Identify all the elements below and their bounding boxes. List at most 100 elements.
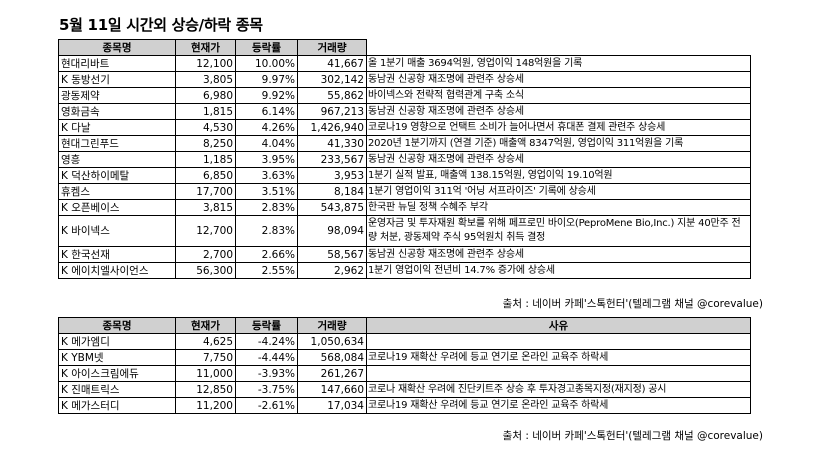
price-cell: 1,185: [175, 151, 236, 168]
table-row: K 아이스크림에듀 11,000 -3.93% 261,267: [58, 365, 751, 382]
table-row: 현대그린푸드 8,250 4.04% 41,330 2020년 1분기까지 (연결 기준…: [58, 135, 751, 152]
stock-name-cell: 휴켐스: [58, 183, 176, 200]
table-row: K 바이넥스 12,700 2.83% 98,094 운영자금 및 투자재원 확보를 위…: [58, 215, 751, 247]
reason-cell: 바이넥스와 전략적 협력관계 구축 소식: [366, 87, 751, 104]
rate-cell: -4.24%: [235, 333, 298, 350]
rate-cell: -2.61%: [235, 397, 298, 414]
rate-cell: 2.83%: [235, 199, 298, 216]
volume-cell: 302,142: [297, 71, 367, 88]
volume-cell: 58,567: [297, 246, 367, 263]
price-cell: 11,200: [175, 397, 236, 414]
rate-cell: -4.44%: [235, 349, 298, 366]
table-row: K 에이치엘사이언스 56,300 2.55% 2,962 1분기 영업이익 전년비 1…: [58, 262, 751, 279]
rising-stocks-table: 종목명 현재가 등락률 거래량 현대리바트 12,100 10.00% 41,667 올…: [58, 39, 751, 279]
stock-name-cell: 현대리바트: [58, 55, 176, 72]
reason-cell: 2020년 1분기까지 (연결 기준) 매출액 8347억원, 영업이익 311…: [366, 135, 751, 152]
header-reason: 사유: [366, 317, 751, 334]
rate-cell: 3.51%: [235, 183, 298, 200]
source-note: 출처 : 네이버 카페'스톡헌터'(텔레그램 채널 @corevalue): [502, 298, 763, 310]
reason-cell: 운영자금 및 투자재원 확보를 위해 페프로민 바이오(PeproMene Bi…: [366, 215, 751, 247]
header-name: 종목명: [58, 317, 176, 334]
price-cell: 2,700: [175, 246, 236, 263]
stock-name-cell: K 바이넥스: [58, 215, 176, 247]
reason-cell: 한국판 뉴딜 정책 수혜주 부각: [366, 199, 751, 216]
rate-cell: 3.63%: [235, 167, 298, 184]
source-note: 출처 : 네이버 카페'스톡헌터'(텔레그램 채널 @corevalue): [502, 430, 763, 442]
price-cell: 1,815: [175, 103, 236, 120]
price-cell: 3,805: [175, 71, 236, 88]
price-cell: 6,980: [175, 87, 236, 104]
stock-name-cell: K 오픈베이스: [58, 199, 176, 216]
table-row: K 진매트릭스 12,850 -3.75% 147,660 코로나 재확산 우려에 진단…: [58, 381, 751, 398]
stock-name-cell: 영흥: [58, 151, 176, 168]
price-cell: 17,700: [175, 183, 236, 200]
volume-cell: 8,184: [297, 183, 367, 200]
page-title: 5월 11일 시간외 상승/하락 종목: [59, 16, 263, 34]
volume-cell: 41,330: [297, 135, 367, 152]
reason-cell: 코로나19 재확산 우려에 등교 연기로 온라인 교육주 하락세: [366, 349, 751, 366]
stock-name-cell: K 메가스터디: [58, 397, 176, 414]
header-price: 현재가: [175, 317, 236, 334]
price-cell: 12,100: [175, 55, 236, 72]
stock-name-cell: 현대그린푸드: [58, 135, 176, 152]
table-row: 영흥 1,185 3.95% 233,567 동남권 신공항 재조명에 관련주 상승세: [58, 151, 751, 168]
table-header-row: 종목명 현재가 등락률 거래량: [58, 39, 751, 56]
price-cell: 56,300: [175, 262, 236, 279]
rate-cell: -3.93%: [235, 365, 298, 382]
reason-cell: 1분기 영업이익 311억 '어닝 서프라이즈' 기록에 상승세: [366, 183, 751, 200]
table-row: K 다날 4,530 4.26% 1,426,940 코로나19 영향으로 언택트 소비…: [58, 119, 751, 136]
header-price: 현재가: [175, 39, 236, 56]
stock-name-cell: K 에이치엘사이언스: [58, 262, 176, 279]
table-row: K 덕산하이메탈 6,850 3.63% 3,953 1분기 실적 발표, 매출액 13…: [58, 167, 751, 184]
reason-cell: 동남권 신공항 재조명에 관련주 상승세: [366, 151, 751, 168]
volume-cell: 233,567: [297, 151, 367, 168]
stock-name-cell: K 진매트릭스: [58, 381, 176, 398]
rate-cell: -3.75%: [235, 381, 298, 398]
volume-cell: 568,084: [297, 349, 367, 366]
volume-cell: 3,953: [297, 167, 367, 184]
rate-cell: 6.14%: [235, 103, 298, 120]
price-cell: 4,625: [175, 333, 236, 350]
volume-cell: 98,094: [297, 215, 367, 247]
stock-name-cell: K 덕산하이메탈: [58, 167, 176, 184]
table-row: 현대리바트 12,100 10.00% 41,667 올 1분기 매출 3694억원, …: [58, 55, 751, 72]
volume-cell: 261,267: [297, 365, 367, 382]
header-rate: 등락률: [235, 317, 298, 334]
volume-cell: 543,875: [297, 199, 367, 216]
header-name: 종목명: [58, 39, 176, 56]
reason-cell: 코로나 재확산 우려에 진단키트주 상승 후 투자경고종목지정(재지정) 공시: [366, 381, 751, 398]
rate-cell: 3.95%: [235, 151, 298, 168]
header-volume: 거래량: [297, 317, 367, 334]
table-row: 광동제약 6,980 9.92% 55,862 바이넥스와 전략적 협력관계 구축 소식: [58, 87, 751, 104]
table-row: K 오픈베이스 3,815 2.83% 543,875 한국판 뉴딜 정책 수혜주 부각: [58, 199, 751, 216]
price-cell: 12,700: [175, 215, 236, 247]
reason-cell: 코로나19 재확산 우려에 등교 연기로 온라인 교육주 하락세: [366, 397, 751, 414]
volume-cell: 967,213: [297, 103, 367, 120]
reason-cell: 1분기 영업이익 전년비 14.7% 증가에 상승세: [366, 262, 751, 279]
rate-cell: 2.55%: [235, 262, 298, 279]
stock-name-cell: K 동방선기: [58, 71, 176, 88]
table-header-row: 종목명 현재가 등락률 거래량 사유: [58, 317, 751, 334]
rate-cell: 9.97%: [235, 71, 298, 88]
price-cell: 11,000: [175, 365, 236, 382]
reason-cell: 동남권 신공항 재조명에 관련주 상승세: [366, 246, 751, 263]
reason-cell: 동남권 신공항 재조명에 관련주 상승세: [366, 71, 751, 88]
reason-cell: 코로나19 영향으로 언택트 소비가 늘어나면서 휴대폰 결제 관련주 상승세: [366, 119, 751, 136]
stock-name-cell: K 아이스크림에듀: [58, 365, 176, 382]
rate-cell: 9.92%: [235, 87, 298, 104]
price-cell: 8,250: [175, 135, 236, 152]
table-row: K YBM넷 7,750 -4.44% 568,084 코로나19 재확산 우려에 등교…: [58, 349, 751, 366]
volume-cell: 41,667: [297, 55, 367, 72]
reason-cell: 올 1분기 매출 3694억원, 영업이익 148억원을 기록: [366, 55, 751, 72]
table-row: K 메가스터디 11,200 -2.61% 17,034 코로나19 재확산 우려에 등…: [58, 397, 751, 414]
price-cell: 6,850: [175, 167, 236, 184]
reason-cell: 1분기 실적 발표, 매출액 138.15억원, 영업이익 19.10억원: [366, 167, 751, 184]
reason-cell: [366, 365, 751, 382]
rate-cell: 10.00%: [235, 55, 298, 72]
price-cell: 7,750: [175, 349, 236, 366]
header-reason: [366, 39, 751, 56]
rate-cell: 4.26%: [235, 119, 298, 136]
falling-stocks-table: 종목명 현재가 등락률 거래량 사유 K 메가엠디 4,625 -4.24% 1,05…: [58, 317, 751, 414]
stock-name-cell: 광동제약: [58, 87, 176, 104]
reason-cell: 동남권 신공항 재조명에 관련주 상승세: [366, 103, 751, 120]
